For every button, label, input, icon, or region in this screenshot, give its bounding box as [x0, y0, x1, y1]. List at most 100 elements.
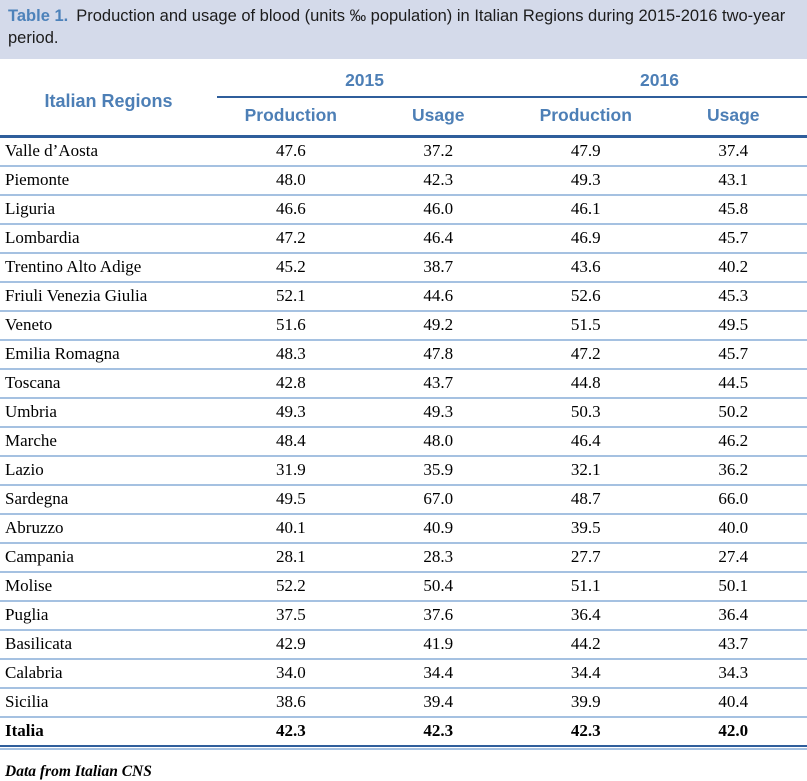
table-row: Sicilia 38.6 39.4 39.9 40.4 — [0, 687, 807, 718]
value-cell: 32.1 — [512, 455, 660, 486]
value-cell: 49.3 — [217, 397, 365, 428]
value-cell: 47.2 — [217, 223, 365, 254]
table-row: Basilicata 42.9 41.9 44.2 43.7 — [0, 629, 807, 660]
value-cell: 40.2 — [659, 252, 807, 283]
value-cell: 50.3 — [512, 397, 660, 428]
value-cell: 46.2 — [659, 426, 807, 457]
value-cell: 39.4 — [364, 687, 513, 718]
table-bottom-accent-rule — [0, 747, 807, 750]
year-header-row: Italian Regions 2015 2016 — [0, 67, 807, 138]
table-row: Trentino Alto Adige 45.2 38.7 43.6 40.2 — [0, 252, 807, 283]
column-group-2015: 2015 — [217, 67, 513, 98]
region-name-cell: Liguria — [0, 194, 218, 225]
table-row: Molise 52.2 50.4 51.1 50.1 — [0, 571, 807, 602]
value-cell: 47.6 — [217, 136, 365, 167]
region-name-cell: Veneto — [0, 310, 218, 341]
column-header-production-2016: Production — [512, 96, 660, 138]
value-cell: 47.9 — [512, 136, 660, 167]
table-caption-band: Table 1. Production and usage of blood (u… — [0, 0, 807, 59]
region-name-cell: Trentino Alto Adige — [0, 252, 218, 283]
region-name-cell: Abruzzo — [0, 513, 218, 544]
data-table-container: Italian Regions 2015 2016 Production Usa… — [0, 67, 807, 750]
value-cell: 49.5 — [659, 310, 807, 341]
table-row: Lombardia 47.2 46.4 46.9 45.7 — [0, 223, 807, 254]
table-row: Sardegna 49.5 67.0 48.7 66.0 — [0, 484, 807, 515]
value-cell: 50.4 — [364, 571, 513, 602]
value-cell: 42.3 — [512, 715, 660, 747]
value-cell: 37.2 — [364, 136, 513, 167]
region-name-cell: Friuli Venezia Giulia — [0, 281, 218, 312]
value-cell: 27.4 — [659, 542, 807, 573]
table-row: Puglia 37.5 37.6 36.4 36.4 — [0, 600, 807, 631]
region-name-cell: Valle d’Aosta — [0, 136, 218, 167]
value-cell: 39.5 — [512, 513, 660, 544]
value-cell: 48.7 — [512, 484, 660, 515]
value-cell: 40.0 — [659, 513, 807, 544]
table-row: Valle d’Aosta 47.6 37.2 47.9 37.4 — [0, 136, 807, 167]
table-header: Italian Regions 2015 2016 Production Usa… — [0, 67, 807, 138]
value-cell: 49.3 — [364, 397, 513, 428]
value-cell: 46.4 — [364, 223, 513, 254]
value-cell: 43.7 — [659, 629, 807, 660]
value-cell: 66.0 — [659, 484, 807, 515]
region-name-cell: Campania — [0, 542, 218, 573]
value-cell: 44.8 — [512, 368, 660, 399]
value-cell: 52.1 — [217, 281, 365, 312]
value-cell: 45.2 — [217, 252, 365, 283]
column-header-usage-2015: Usage — [364, 96, 513, 138]
region-name-cell: Italia — [0, 715, 218, 747]
value-cell: 49.3 — [512, 165, 660, 196]
value-cell: 42.8 — [217, 368, 365, 399]
region-name-cell: Puglia — [0, 600, 218, 631]
value-cell: 45.7 — [659, 339, 807, 370]
value-cell: 28.3 — [364, 542, 513, 573]
value-cell: 43.1 — [659, 165, 807, 196]
value-cell: 48.0 — [217, 165, 365, 196]
source-note: Data from Italian CNS — [5, 762, 152, 780]
value-cell: 42.3 — [364, 165, 513, 196]
value-cell: 37.6 — [364, 600, 513, 631]
value-cell: 67.0 — [364, 484, 513, 515]
table-caption-label: Table 1. — [8, 7, 69, 25]
value-cell: 47.2 — [512, 339, 660, 370]
value-cell: 45.7 — [659, 223, 807, 254]
region-name-cell: Sardegna — [0, 484, 218, 515]
table-row: Friuli Venezia Giulia 52.1 44.6 52.6 45.3 — [0, 281, 807, 312]
table-row: Abruzzo 40.1 40.9 39.5 40.0 — [0, 513, 807, 544]
value-cell: 47.8 — [364, 339, 513, 370]
value-cell: 38.7 — [364, 252, 513, 283]
value-cell: 28.1 — [217, 542, 365, 573]
value-cell: 43.6 — [512, 252, 660, 283]
measure-header-row: Production Usage Production Usage — [0, 96, 807, 138]
region-name-cell: Marche — [0, 426, 218, 457]
region-name-cell: Molise — [0, 571, 218, 602]
region-name-cell: Piemonte — [0, 165, 218, 196]
region-name-cell: Lazio — [0, 455, 218, 486]
table-caption-text: Production and usage of blood (units ‰ p… — [8, 7, 786, 47]
column-header-usage-2016: Usage — [659, 96, 807, 138]
value-cell: 45.8 — [659, 194, 807, 225]
region-name-cell: Calabria — [0, 658, 218, 689]
value-cell: 35.9 — [364, 455, 513, 486]
value-cell: 39.9 — [512, 687, 660, 718]
value-cell: 49.2 — [364, 310, 513, 341]
region-name-cell: Emilia Romagna — [0, 339, 218, 370]
value-cell: 51.5 — [512, 310, 660, 341]
region-name-cell: Lombardia — [0, 223, 218, 254]
value-cell: 34.0 — [217, 658, 365, 689]
table-row-total: Italia 42.3 42.3 42.3 42.0 — [0, 715, 807, 747]
table-row: Marche 48.4 48.0 46.4 46.2 — [0, 426, 807, 457]
table-row: Campania 28.1 28.3 27.7 27.4 — [0, 542, 807, 573]
value-cell: 34.4 — [512, 658, 660, 689]
value-cell: 51.6 — [217, 310, 365, 341]
table-row: Lazio 31.9 35.9 32.1 36.2 — [0, 455, 807, 486]
value-cell: 44.5 — [659, 368, 807, 399]
value-cell: 51.1 — [512, 571, 660, 602]
value-cell: 45.3 — [659, 281, 807, 312]
blood-production-usage-table: Italian Regions 2015 2016 Production Usa… — [0, 67, 807, 747]
value-cell: 34.3 — [659, 658, 807, 689]
value-cell: 42.3 — [364, 715, 513, 747]
region-name-cell: Toscana — [0, 368, 218, 399]
table-row: Toscana 42.8 43.7 44.8 44.5 — [0, 368, 807, 399]
value-cell: 27.7 — [512, 542, 660, 573]
